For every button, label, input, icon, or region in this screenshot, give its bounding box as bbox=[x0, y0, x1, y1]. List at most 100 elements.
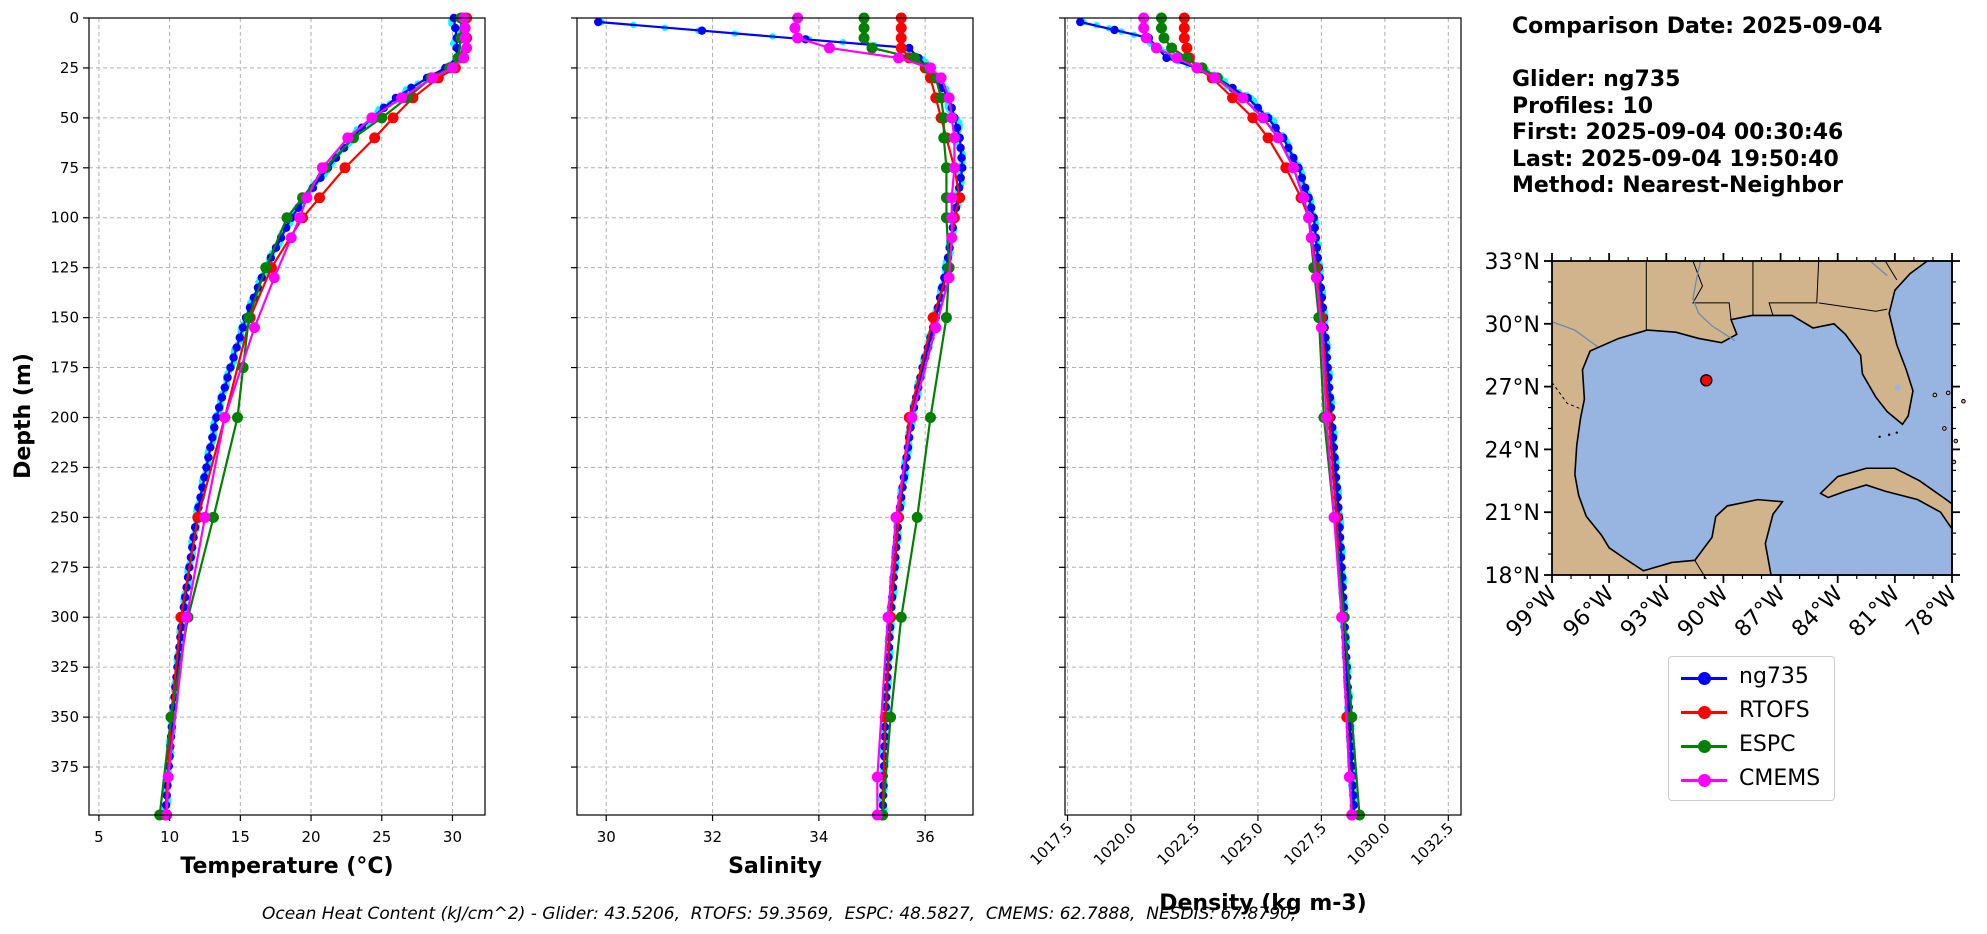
series-marker bbox=[882, 611, 894, 623]
series-marker bbox=[1257, 112, 1269, 124]
x-tick-label: 5 bbox=[94, 828, 104, 846]
x-tick-label: 1032.5 bbox=[1407, 819, 1457, 869]
series-marker bbox=[220, 383, 229, 392]
series-marker bbox=[1166, 42, 1178, 54]
series-marker bbox=[1262, 132, 1274, 144]
river bbox=[1551, 321, 1599, 348]
legend-marker bbox=[1698, 672, 1711, 685]
island bbox=[1932, 392, 1938, 398]
lat-tick-label: 30°N bbox=[1485, 313, 1540, 338]
lon-tick-label: 87°W bbox=[1730, 581, 1791, 642]
border-line bbox=[1551, 382, 1583, 411]
method: Method: Nearest-Neighbor bbox=[1512, 173, 1843, 198]
series-marker bbox=[943, 272, 955, 284]
series-marker bbox=[202, 463, 211, 472]
series-marker bbox=[219, 411, 231, 423]
series-marker bbox=[1191, 62, 1203, 74]
series-marker bbox=[208, 433, 217, 442]
series-marker bbox=[1308, 262, 1320, 274]
series-marker bbox=[294, 212, 306, 224]
series-marker bbox=[207, 511, 219, 523]
series-marker bbox=[376, 112, 388, 124]
legend-item-espc: ESPC bbox=[1669, 729, 1834, 763]
x-axis-title: Density (kg m-3) bbox=[1159, 891, 1367, 916]
series-marker bbox=[924, 411, 936, 423]
x-tick-label: 1027.5 bbox=[1280, 819, 1330, 869]
y-tick-label: 300 bbox=[50, 608, 79, 626]
plot-frame bbox=[576, 17, 974, 816]
series-marker bbox=[316, 162, 328, 174]
glider-raw-points bbox=[160, 14, 464, 816]
series-marker bbox=[1313, 312, 1325, 324]
series-marker bbox=[181, 611, 193, 623]
legend-label: RTOFS bbox=[1739, 698, 1810, 723]
x-tick-label: 10 bbox=[160, 828, 179, 846]
series-marker bbox=[451, 23, 460, 33]
series-marker bbox=[206, 443, 215, 452]
ohc-footer: Ocean Heat Content (kJ/cm^2) - Glider: 4… bbox=[262, 904, 1297, 924]
series-marker bbox=[1076, 17, 1085, 27]
series-marker bbox=[924, 62, 936, 74]
series-marker bbox=[314, 192, 326, 204]
x-tick-label: 32 bbox=[703, 828, 722, 846]
series-marker bbox=[946, 212, 958, 224]
y-tick-label: 150 bbox=[50, 309, 79, 327]
series-marker bbox=[938, 112, 950, 124]
series-markers-rtofs bbox=[159, 12, 473, 821]
series-marker bbox=[890, 511, 902, 523]
legend-marker bbox=[1698, 774, 1711, 787]
y-tick-label: 0 bbox=[69, 9, 79, 27]
series-marker bbox=[940, 312, 952, 324]
series-line-ng735 bbox=[1079, 20, 1356, 816]
series-marker bbox=[1110, 25, 1119, 35]
island bbox=[1942, 426, 1947, 431]
series-marker bbox=[858, 22, 870, 34]
series-marker bbox=[1336, 611, 1348, 623]
x-axis-title: Temperature (°C) bbox=[180, 854, 393, 879]
series-marker bbox=[458, 52, 470, 64]
island bbox=[1887, 433, 1891, 436]
series-marker bbox=[935, 92, 947, 104]
series-marker bbox=[895, 22, 907, 34]
series-markers-cmems bbox=[1138, 12, 1358, 821]
series-marker bbox=[911, 511, 923, 523]
lake bbox=[1894, 384, 1901, 391]
series-marker bbox=[1280, 162, 1292, 174]
series-marker bbox=[229, 353, 238, 362]
info-box: Comparison Date: 2025-09-04 ​ Glider: ng… bbox=[1512, 14, 1882, 200]
series-marker bbox=[1150, 42, 1162, 54]
border-line bbox=[1768, 260, 1820, 316]
series-marker bbox=[943, 92, 955, 104]
border-line bbox=[1884, 260, 1898, 281]
series-marker bbox=[461, 42, 473, 54]
y-tick-label: 100 bbox=[50, 209, 79, 227]
lat-tick-label: 21°N bbox=[1485, 501, 1540, 526]
y-tick-label: 50 bbox=[60, 109, 79, 127]
series-marker bbox=[1178, 22, 1190, 34]
x-axis-title: Salinity bbox=[728, 854, 822, 879]
y-tick-label: 275 bbox=[50, 558, 79, 576]
map-frame bbox=[1551, 260, 1953, 576]
series-marker bbox=[1307, 203, 1316, 212]
series-marker bbox=[459, 22, 471, 34]
glider-name: Glider: ng735 bbox=[1512, 67, 1681, 92]
plot-frame bbox=[1064, 17, 1462, 816]
density-panel: 1017.5 1020.0 1022.5 1025.0 1027.5 1030.0 1032… bbox=[1027, 12, 1462, 916]
border-line bbox=[1692, 260, 1732, 320]
series-marker bbox=[895, 32, 907, 44]
series-marker bbox=[238, 323, 248, 332]
legend: ng735 RTOFS ESPC CMEMS bbox=[1668, 656, 1835, 801]
series-marker bbox=[957, 153, 966, 163]
y-tick-label: 75 bbox=[60, 159, 79, 177]
lat-tick-label: 27°N bbox=[1485, 376, 1540, 401]
x-tick-label: 30 bbox=[597, 828, 616, 846]
x-tick-label: 25 bbox=[372, 828, 391, 846]
island bbox=[1945, 390, 1951, 396]
series-marker bbox=[946, 112, 958, 124]
series-marker bbox=[1140, 32, 1152, 44]
border-line bbox=[1818, 302, 1888, 312]
series-marker bbox=[1297, 173, 1307, 182]
series-marker bbox=[1328, 511, 1340, 523]
y-tick-label: 125 bbox=[50, 259, 79, 277]
series-marker bbox=[342, 132, 354, 144]
